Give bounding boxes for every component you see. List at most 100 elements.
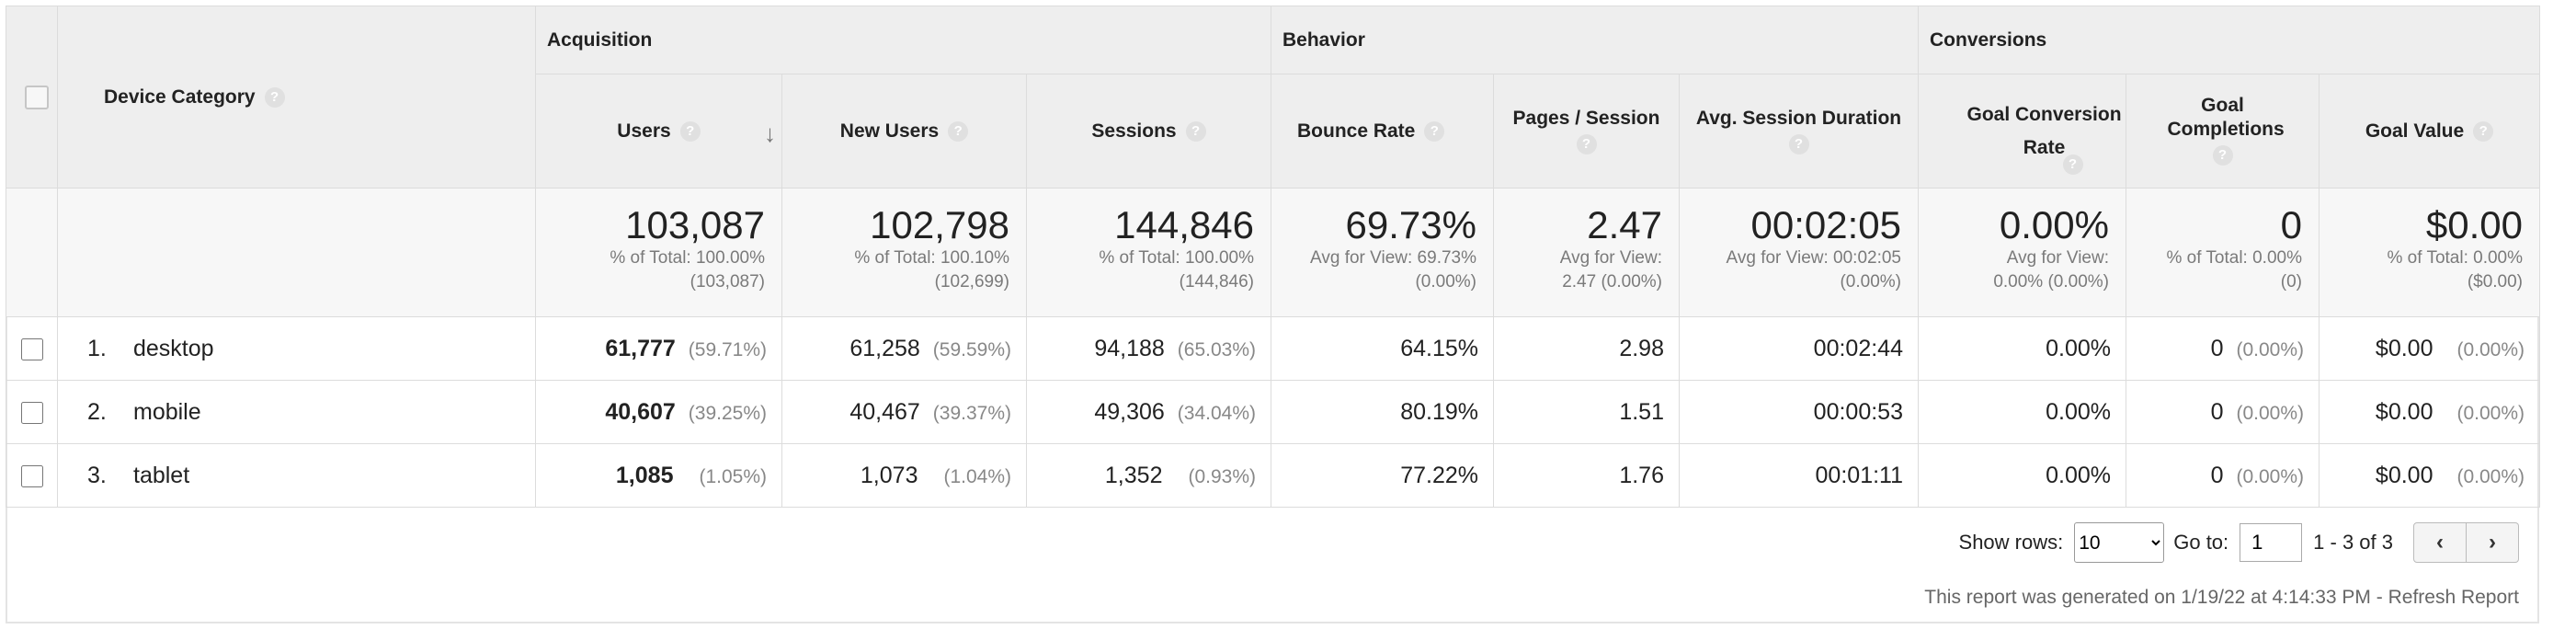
totals-sub: % of Total: 0.00% xyxy=(2387,248,2524,268)
avg-duration-cell: 00:01:11 xyxy=(1679,443,1919,508)
pages-session-cell: 1.51 xyxy=(1493,380,1680,444)
select-all-checkbox[interactable] xyxy=(25,85,49,109)
users-cell: 61,777 (59.71%) xyxy=(535,316,782,381)
avg-duration-cell: 00:02:44 xyxy=(1679,316,1919,381)
totals-value: 69.73% xyxy=(1345,203,1476,246)
totals-sub: (0) xyxy=(2280,272,2302,292)
goal-completions-header[interactable]: Goal Completions? xyxy=(2126,74,2320,189)
users-header[interactable]: Users? ↓ xyxy=(535,74,782,189)
refresh-report-link[interactable]: Refresh Report xyxy=(2388,587,2519,608)
totals-empty-cell xyxy=(6,188,58,317)
totals-goal-value: $0.00% of Total: 0.00% ($0.00) xyxy=(2318,188,2541,317)
totals-label-cell xyxy=(57,188,536,317)
goto-label: Go to: xyxy=(2173,531,2229,554)
totals-value: 0 xyxy=(2280,203,2302,246)
totals-sub: (0.00%) xyxy=(1415,272,1476,292)
totals-goal-conv-rate: 0.00% Avg for View: 0.00% (0.00%) xyxy=(1918,188,2126,317)
totals-sub: ($0.00) xyxy=(2467,272,2524,292)
new-users-cell: 1,073 (1.04%) xyxy=(781,443,1027,508)
sessions-value: 1,352 xyxy=(1104,462,1163,488)
goal-completions-pct: (0.00%) xyxy=(2236,465,2304,487)
pages-session-cell: 2.98 xyxy=(1493,316,1680,381)
users-pct: (39.25%) xyxy=(688,402,767,424)
new-users-label: New Users xyxy=(839,120,940,142)
totals-value: 103,087 xyxy=(625,203,765,246)
chevron-left-icon: ‹ xyxy=(2436,530,2444,555)
sessions-value: 94,188 xyxy=(1094,335,1165,361)
goal-conv-rate-header[interactable]: Goal Conversion Rate? xyxy=(1918,74,2126,189)
row-select-cell xyxy=(6,443,58,508)
sessions-value: 49,306 xyxy=(1094,398,1165,425)
help-icon[interactable]: ? xyxy=(1185,120,1206,142)
help-icon[interactable]: ? xyxy=(2062,154,2083,175)
help-icon[interactable]: ? xyxy=(264,86,285,108)
acquisition-group-header: Acquisition xyxy=(535,6,1271,74)
table-row: 2. mobile 40,607 (39.25%) 40,467 (39.37%) 4… xyxy=(6,380,2541,444)
totals-pages-session: 2.47 Avg for View: 2.47 (0.00%) xyxy=(1493,188,1680,317)
new-users-header[interactable]: New Users? xyxy=(781,74,1027,189)
avg-duration-cell: 00:00:53 xyxy=(1679,380,1919,444)
totals-sub: Avg for View: xyxy=(1559,248,1662,268)
sessions-cell: 94,188 (65.03%) xyxy=(1026,316,1271,381)
sessions-pct: (65.03%) xyxy=(1177,338,1256,360)
device-link[interactable]: mobile xyxy=(133,398,201,425)
totals-sub: % of Total: 100.10% xyxy=(854,248,1009,268)
sort-down-icon[interactable]: ↓ xyxy=(764,120,776,147)
help-icon[interactable]: ? xyxy=(679,120,701,142)
device-cell: 3. tablet xyxy=(57,443,536,508)
goal-completions-label: Goal Completions xyxy=(2167,95,2285,140)
goal-value-header[interactable]: Goal Value? xyxy=(2318,74,2541,189)
pages-session-cell: 1.76 xyxy=(1493,443,1680,508)
device-category-header[interactable]: Device Category? xyxy=(57,6,536,189)
help-icon[interactable]: ? xyxy=(2473,120,2494,142)
pages-session-header[interactable]: Pages / Session? xyxy=(1493,74,1680,189)
select-all-cell xyxy=(6,6,58,189)
next-page-button[interactable]: › xyxy=(2467,522,2519,563)
sessions-cell: 1,352 (0.93%) xyxy=(1026,443,1271,508)
totals-sub: % of Total: 100.00% xyxy=(610,248,765,268)
conversions-group-header: Conversions xyxy=(1917,6,2541,74)
help-icon[interactable]: ? xyxy=(948,120,969,142)
users-value: 40,607 xyxy=(605,398,676,425)
avg-duration-header[interactable]: Avg. Session Duration? xyxy=(1679,74,1919,189)
avg-duration-label: Avg. Session Duration xyxy=(1695,107,1902,129)
device-link[interactable]: desktop xyxy=(133,335,214,361)
new-users-value: 40,467 xyxy=(849,398,920,425)
goal-value-value: $0.00 xyxy=(2375,335,2434,361)
prev-page-button[interactable]: ‹ xyxy=(2413,522,2467,563)
row-select-cell xyxy=(6,316,58,381)
bounce-rate-header[interactable]: Bounce Rate? xyxy=(1271,74,1494,189)
goal-value-value: $0.00 xyxy=(2375,398,2434,425)
row-checkbox[interactable] xyxy=(20,401,43,424)
table-row: 3. tablet 1,085 (1.05%) 1,073 (1.04%) 1,352… xyxy=(6,443,2541,508)
help-icon[interactable]: ? xyxy=(1788,133,1809,154)
goal-completions-value: 0 xyxy=(2210,462,2224,488)
row-number: 1. xyxy=(87,335,107,361)
totals-sub: % of Total: 0.00% xyxy=(2166,248,2302,268)
report-generated-note: This report was generated on 1/19/22 at … xyxy=(1924,587,2519,609)
device-category-label: Device Category xyxy=(104,86,256,108)
help-icon[interactable]: ? xyxy=(1424,120,1445,142)
help-icon[interactable]: ? xyxy=(1576,133,1597,154)
totals-value: 00:02:05 xyxy=(1750,203,1902,246)
goal-conv-rate-label: Goal Conversion Rate xyxy=(1966,103,2122,158)
totals-value: $0.00 xyxy=(2425,203,2524,246)
behavior-group-header: Behavior xyxy=(1271,6,1919,74)
row-checkbox[interactable] xyxy=(20,337,43,360)
users-value: 1,085 xyxy=(615,462,674,488)
totals-sub: (102,699) xyxy=(934,272,1009,292)
row-number: 2. xyxy=(87,398,107,425)
chevron-right-icon: › xyxy=(2489,530,2496,555)
goal-value-cell: $0.00 (0.00%) xyxy=(2318,443,2541,508)
totals-avg-duration: 00:02:05 Avg for View: 00:02:05 (0.00%) xyxy=(1679,188,1919,317)
page-range: 1 - 3 of 3 xyxy=(2313,531,2393,554)
show-rows-select[interactable]: 10 xyxy=(2074,522,2165,563)
row-checkbox[interactable] xyxy=(20,464,43,487)
goal-value-label: Goal Value xyxy=(2365,120,2465,142)
sessions-header[interactable]: Sessions? xyxy=(1026,74,1271,189)
help-icon[interactable]: ? xyxy=(2212,145,2233,166)
pagination-controls: Show rows: 10 Go to: 1 - 3 of 3 ‹ › xyxy=(1959,522,2519,563)
device-link[interactable]: tablet xyxy=(133,462,190,488)
totals-value: 2.47 xyxy=(1587,203,1662,246)
goto-page-input[interactable] xyxy=(2240,523,2303,562)
